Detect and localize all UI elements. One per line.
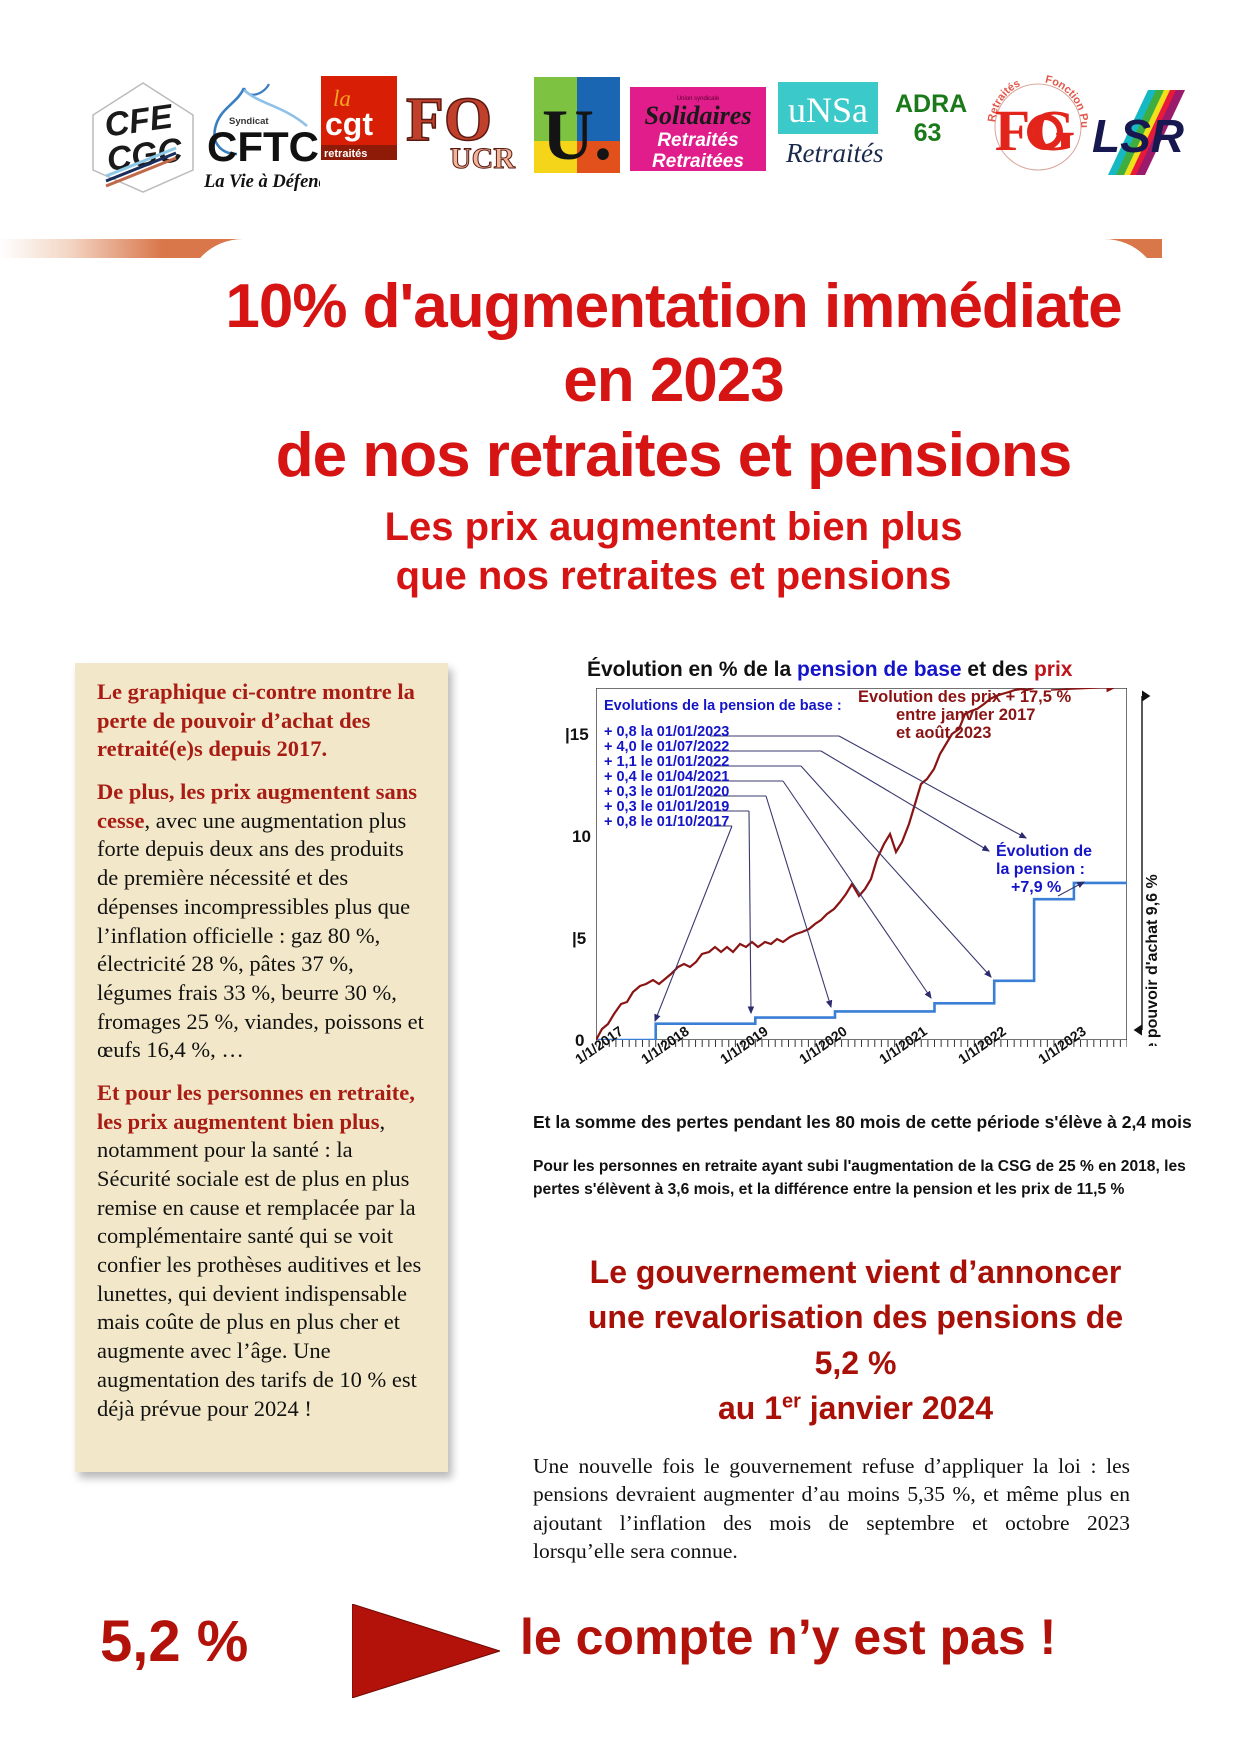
- svg-text:LSR: LSR: [1092, 110, 1184, 162]
- svg-text:Retraités: Retraités: [657, 130, 738, 151]
- svg-text:retraités: retraités: [324, 148, 367, 160]
- svg-text:Évolution de: Évolution de: [996, 841, 1092, 860]
- svg-text:+ 1,1 le 01/01/2022: + 1,1 le 01/01/2022: [604, 754, 729, 770]
- svg-text:Evolutions de la pension de ba: Evolutions de la pension de base :: [604, 698, 842, 714]
- svg-text:FG: FG: [995, 98, 1076, 163]
- svg-text:+ 0,8 la 01/01/2023: + 0,8 la 01/01/2023: [604, 724, 729, 740]
- svg-text:+ 4,0 le 01/07/2022: + 4,0 le 01/07/2022: [604, 739, 729, 755]
- svg-text:CFTC: CFTC: [207, 123, 319, 170]
- svg-text:+ 0,3 le 01/01/2020: + 0,3 le 01/01/2020: [604, 784, 729, 800]
- svg-text:UCR: UCR: [450, 142, 515, 175]
- svg-text:U.: U.: [542, 95, 612, 175]
- svg-text:et août 2023: et août 2023: [896, 724, 991, 742]
- svg-text:+ 0,3 le 01/01/2019: + 0,3 le 01/01/2019: [604, 799, 729, 815]
- svg-text:Retraités: Retraités: [785, 138, 883, 168]
- svg-text:entre janvier 2017: entre janvier 2017: [896, 706, 1035, 724]
- svg-text:la pension :: la pension :: [996, 861, 1085, 878]
- svg-text:Retraitées: Retraitées: [652, 151, 744, 172]
- svg-text:+ 0,4 le 01/04/2021: + 0,4 le 01/04/2021: [604, 769, 729, 785]
- svg-text:+7,9 %: +7,9 %: [1011, 879, 1061, 896]
- svg-text:La Vie à Défendre: La Vie à Défendre: [203, 172, 320, 192]
- svg-text:cgt: cgt: [325, 106, 373, 142]
- svg-text:Evolution des prix + 17,5 %: Evolution des prix + 17,5 %: [858, 688, 1072, 706]
- svg-text:uNSa: uNSa: [788, 90, 868, 130]
- svg-text:+ 0,8 le 01/10/2017: + 0,8 le 01/10/2017: [604, 814, 729, 830]
- svg-text:Perte de pouvoir d'achat 9,6 %: Perte de pouvoir d'achat 9,6 %: [1144, 874, 1161, 1046]
- svg-text:Solidaires: Solidaires: [645, 101, 752, 130]
